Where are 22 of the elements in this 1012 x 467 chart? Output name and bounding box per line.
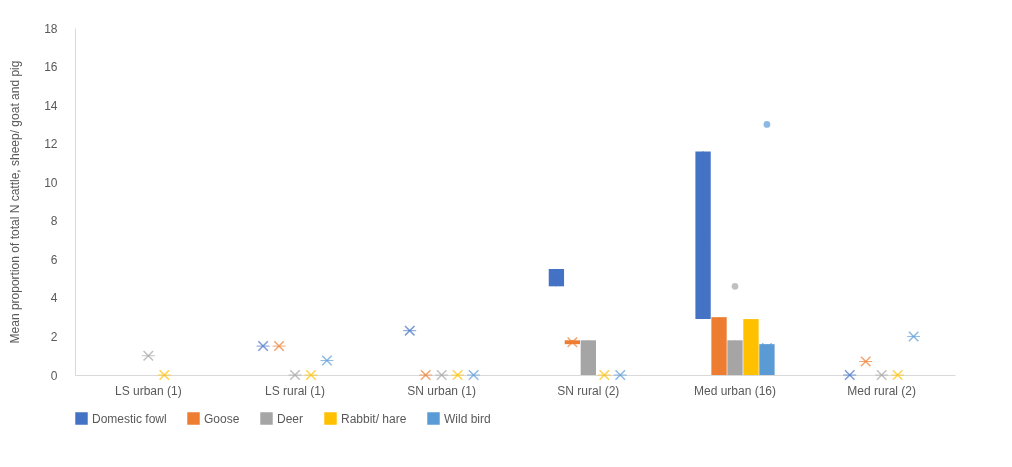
y-tick-label: 10 — [44, 175, 58, 190]
y-axis-title: Mean proportion of total N cattle, sheep/ goat and pig — [8, 60, 23, 344]
y-tick-label: 0 — [50, 368, 58, 383]
legend-label: Goose — [204, 411, 240, 426]
x-tick-label: SN rural (2) — [557, 383, 620, 398]
y-tick-label: 12 — [44, 137, 58, 152]
y-tick-label: 18 — [44, 21, 58, 36]
x-tick-label: LS urban (1) — [114, 383, 182, 398]
y-tick-label: 16 — [44, 60, 58, 75]
y-tick-label: 6 — [50, 252, 58, 267]
legend-label: Deer — [277, 411, 304, 426]
y-tick-label: 14 — [44, 98, 58, 113]
y-tick-label: 2 — [50, 329, 58, 344]
y-tick-label: 8 — [50, 214, 58, 229]
x-tick-label: Med rural (2) — [847, 383, 917, 398]
y-tick-label: 4 — [50, 291, 58, 306]
x-tick-label: Med urban (16) — [693, 383, 777, 398]
legend-label: Domestic fowl — [92, 411, 167, 426]
legend-label: Rabbit/ hare — [341, 411, 407, 426]
x-tick-label: LS rural (1) — [264, 383, 326, 398]
legend-label: Wild bird — [444, 411, 491, 426]
x-tick-label: SN urban (1) — [407, 383, 477, 398]
